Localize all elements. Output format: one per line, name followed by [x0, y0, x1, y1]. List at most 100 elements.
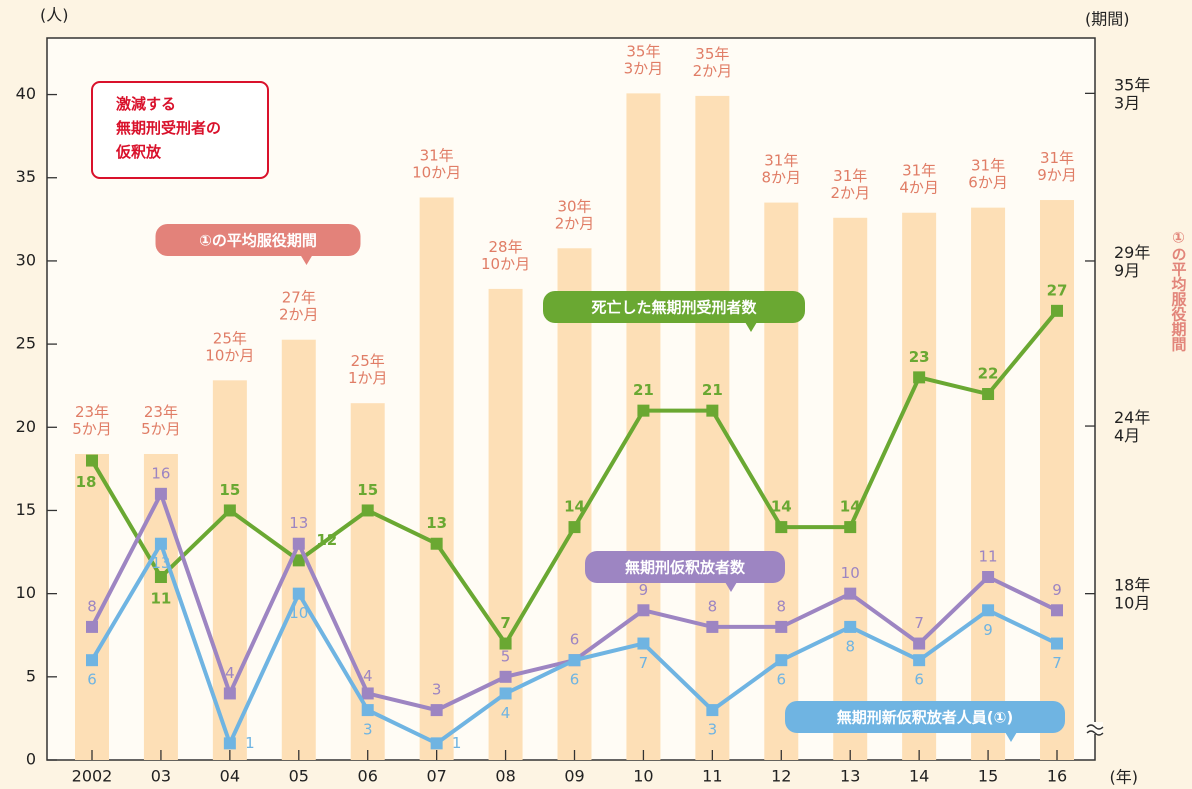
marker	[499, 670, 512, 683]
bar-value-label: 23年 5か月	[141, 402, 181, 437]
annotation-box	[91, 81, 269, 179]
value-label: 8	[777, 597, 787, 615]
value-label: 14	[840, 498, 861, 516]
x-unit: (年)	[1110, 768, 1139, 787]
y2-tick-label: 24年 4月	[1114, 408, 1150, 445]
bar-value-label: 35年 2か月	[693, 44, 733, 79]
x-tick-label: 16	[1047, 767, 1067, 786]
marker	[982, 571, 995, 584]
y2-title: ①の平均服役期間	[1170, 229, 1188, 353]
marker	[430, 737, 443, 750]
marker	[637, 637, 650, 650]
bar-value-label: 31年 2か月	[830, 166, 870, 201]
marker	[568, 521, 581, 534]
value-label: 21	[633, 381, 654, 399]
bar-value-label: 31年 4か月	[899, 161, 939, 196]
bar-value-label: 31年 10か月	[412, 146, 461, 181]
y2-tick-label: 29年 9月	[1114, 242, 1150, 279]
x-tick-label: 10	[633, 767, 653, 786]
value-label: 3	[363, 721, 373, 739]
x-tick-label: 11	[702, 767, 722, 786]
marker	[499, 637, 512, 650]
bar	[419, 197, 454, 760]
legend-label: 無期刑仮釈放者数	[625, 559, 746, 577]
marker	[775, 654, 788, 667]
bar	[143, 453, 178, 760]
marker	[86, 454, 98, 467]
y2-tick-label: 35年 3月	[1114, 75, 1150, 112]
bar	[350, 403, 385, 760]
value-label: 14	[771, 498, 792, 516]
marker	[292, 587, 305, 600]
marker	[913, 654, 926, 667]
marker	[223, 737, 236, 750]
value-label: 8	[708, 597, 718, 615]
x-tick-label: 08	[495, 767, 515, 786]
marker	[361, 504, 374, 517]
value-label: 27	[1047, 281, 1068, 299]
value-label: 23	[909, 348, 930, 366]
marker	[982, 604, 995, 617]
value-label: 10	[841, 564, 860, 582]
marker	[706, 704, 719, 717]
marker	[982, 388, 995, 401]
marker	[913, 637, 926, 650]
y-tick-label: 25	[16, 334, 36, 353]
value-label: 14	[564, 498, 585, 516]
y-tick-label: 15	[16, 500, 36, 519]
value-label: 4	[501, 704, 511, 722]
marker	[292, 537, 305, 550]
x-tick-label: 06	[358, 767, 378, 786]
value-label: 7	[1052, 654, 1062, 672]
value-label: 7	[500, 614, 510, 632]
value-label: 6	[87, 671, 97, 689]
marker	[844, 521, 857, 534]
y-tick-label: 5	[26, 666, 36, 685]
value-label: 9	[983, 621, 993, 639]
value-label: 3	[432, 681, 442, 699]
value-label: 15	[357, 481, 378, 499]
value-label: 4	[363, 667, 373, 685]
axis-break	[1086, 722, 1104, 736]
bar	[833, 217, 868, 760]
value-label: 21	[702, 381, 723, 399]
marker	[361, 687, 374, 700]
legend-pointer	[745, 322, 757, 332]
marker	[1051, 304, 1063, 317]
legend-pointer	[1005, 732, 1017, 742]
legend-callout	[585, 551, 785, 583]
y-tick-label: 35	[16, 167, 36, 186]
marker	[1051, 604, 1063, 617]
value-label: 10	[289, 604, 308, 622]
marker	[637, 404, 650, 417]
marker	[844, 620, 857, 633]
value-label: 6	[570, 631, 580, 649]
x-tick-label: 14	[909, 767, 929, 786]
marker	[706, 404, 719, 417]
y2-unit: (期間)	[1085, 10, 1130, 29]
marker	[223, 504, 236, 517]
marker	[430, 704, 443, 717]
value-label: 13	[426, 514, 447, 532]
legend-label: ①の平均服役期間	[199, 232, 317, 250]
x-tick-label: 15	[978, 767, 998, 786]
bar	[1040, 200, 1074, 760]
x-tick-label: 05	[289, 767, 309, 786]
value-label: 11	[150, 590, 171, 608]
x-tick-label: 12	[771, 767, 791, 786]
value-label: 11	[979, 548, 998, 566]
marker	[361, 704, 374, 717]
bar	[902, 212, 937, 760]
value-label: 13	[151, 554, 170, 572]
marker	[844, 587, 857, 600]
value-label: 18	[76, 473, 97, 491]
value-label: 8	[87, 597, 97, 615]
value-label: 1	[245, 734, 255, 752]
y-tick-label: 0	[26, 750, 36, 769]
bar-value-label: 25年 1か月	[348, 352, 388, 387]
value-label: 1	[452, 734, 462, 752]
x-tick-label: 09	[564, 767, 584, 786]
marker	[637, 604, 650, 617]
bar-value-label: 31年 8か月	[762, 151, 802, 186]
bar-value-label: 25年 10か月	[205, 329, 254, 364]
